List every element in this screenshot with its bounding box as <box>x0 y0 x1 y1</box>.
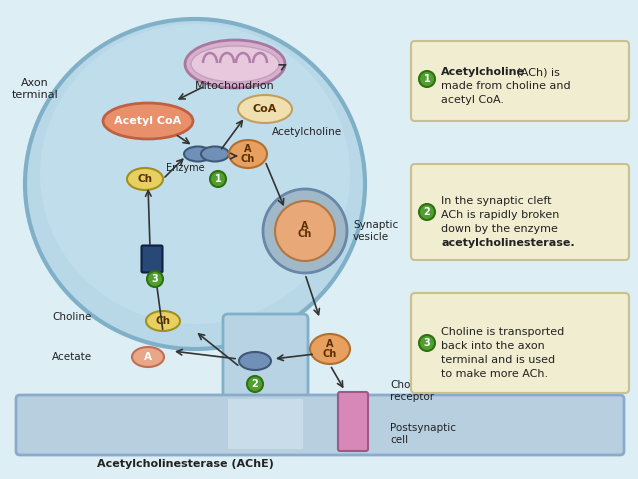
Ellipse shape <box>127 168 163 190</box>
Text: acetyl CoA.: acetyl CoA. <box>441 95 504 105</box>
Text: Axon
terminal: Axon terminal <box>11 78 58 100</box>
Circle shape <box>275 201 335 261</box>
Ellipse shape <box>310 334 350 364</box>
Text: down by the enzyme: down by the enzyme <box>441 224 558 234</box>
Circle shape <box>263 189 347 273</box>
Text: Ch: Ch <box>323 349 337 359</box>
FancyBboxPatch shape <box>411 41 629 121</box>
Text: 1: 1 <box>424 74 431 84</box>
Text: Acetylcholinesterase (AChE): Acetylcholinesterase (AChE) <box>96 459 274 469</box>
Text: 3: 3 <box>424 338 431 348</box>
Ellipse shape <box>191 46 279 82</box>
Circle shape <box>419 204 435 220</box>
Text: Synaptic
vesicle: Synaptic vesicle <box>353 220 398 242</box>
Text: (ACh) is: (ACh) is <box>513 67 560 77</box>
Text: Choline: Choline <box>52 312 92 322</box>
Text: Ch: Ch <box>138 174 152 184</box>
Text: Acetylcholine: Acetylcholine <box>441 67 525 77</box>
Text: ACh is rapidly broken: ACh is rapidly broken <box>441 210 560 220</box>
Text: A: A <box>244 144 252 154</box>
Text: 2: 2 <box>251 379 258 389</box>
Ellipse shape <box>103 103 193 139</box>
Ellipse shape <box>25 19 365 349</box>
Ellipse shape <box>238 95 292 123</box>
Text: Postsynaptic
cell: Postsynaptic cell <box>390 423 456 445</box>
Text: CoA: CoA <box>253 104 277 114</box>
Text: back into the axon: back into the axon <box>441 341 545 351</box>
FancyBboxPatch shape <box>228 399 303 449</box>
Text: A: A <box>326 339 334 349</box>
Text: In the synaptic cleft: In the synaptic cleft <box>441 196 551 206</box>
Text: Ch: Ch <box>298 229 312 239</box>
Ellipse shape <box>184 147 212 161</box>
Text: terminal and is used: terminal and is used <box>441 355 555 365</box>
Circle shape <box>147 271 163 287</box>
Text: 1: 1 <box>214 174 221 184</box>
FancyBboxPatch shape <box>223 314 308 419</box>
Text: 3: 3 <box>152 274 158 284</box>
Circle shape <box>247 376 263 392</box>
FancyBboxPatch shape <box>411 293 629 393</box>
Ellipse shape <box>229 140 267 168</box>
Text: Ch: Ch <box>156 316 170 326</box>
FancyBboxPatch shape <box>16 395 624 455</box>
Circle shape <box>210 171 226 187</box>
Text: Acetyl CoA: Acetyl CoA <box>114 116 182 126</box>
Ellipse shape <box>146 311 180 331</box>
Ellipse shape <box>239 352 271 370</box>
FancyBboxPatch shape <box>338 392 368 451</box>
Ellipse shape <box>132 347 164 367</box>
Circle shape <box>419 71 435 87</box>
Ellipse shape <box>185 40 285 88</box>
Text: A: A <box>301 221 309 231</box>
Text: Choline is transported: Choline is transported <box>441 327 564 337</box>
Text: to make more ACh.: to make more ACh. <box>441 369 548 379</box>
Text: 2: 2 <box>424 207 431 217</box>
Text: A: A <box>144 352 152 362</box>
Circle shape <box>419 335 435 351</box>
FancyBboxPatch shape <box>411 164 629 260</box>
Ellipse shape <box>201 147 229 161</box>
Text: Acetylcholine: Acetylcholine <box>272 127 342 137</box>
FancyBboxPatch shape <box>142 246 163 273</box>
Text: Ch: Ch <box>241 154 255 164</box>
Text: Mitochondrion: Mitochondrion <box>195 81 275 91</box>
Text: acetylcholinesterase.: acetylcholinesterase. <box>441 238 575 248</box>
Text: Acetate: Acetate <box>52 352 92 362</box>
Text: Enzyme: Enzyme <box>166 163 204 173</box>
Text: Cholinergic
receptor: Cholinergic receptor <box>390 380 449 402</box>
Text: made from choline and: made from choline and <box>441 81 570 91</box>
Ellipse shape <box>40 24 350 324</box>
